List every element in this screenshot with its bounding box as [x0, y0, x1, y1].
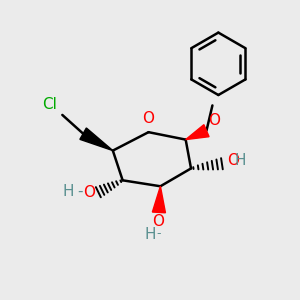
- Polygon shape: [152, 186, 165, 213]
- Text: O: O: [142, 111, 154, 126]
- Text: O: O: [152, 214, 164, 229]
- Polygon shape: [80, 128, 113, 151]
- Text: -: -: [157, 227, 161, 240]
- Text: -: -: [77, 184, 83, 199]
- Text: O: O: [227, 153, 239, 168]
- Polygon shape: [186, 125, 209, 140]
- Text: O: O: [83, 185, 95, 200]
- Text: Cl: Cl: [42, 97, 57, 112]
- Text: H: H: [144, 227, 156, 242]
- Text: H: H: [235, 154, 246, 169]
- Text: O: O: [208, 113, 220, 128]
- Text: H: H: [63, 184, 74, 199]
